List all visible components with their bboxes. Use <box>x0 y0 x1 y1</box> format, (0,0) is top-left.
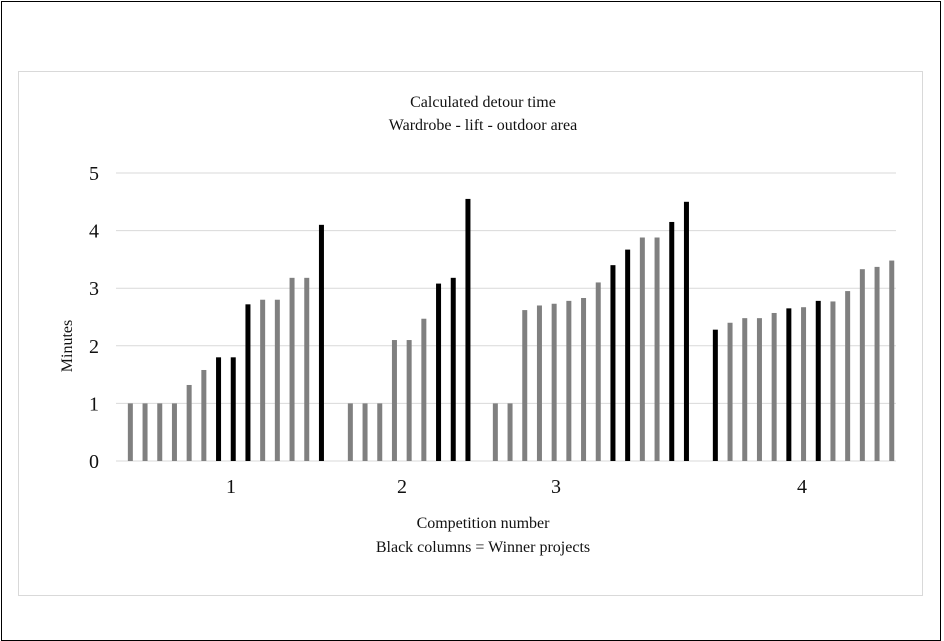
y-axis-label: Minutes <box>59 320 76 372</box>
y-tick-label: 3 <box>89 278 99 300</box>
bar-competition-1-14 <box>318 224 324 461</box>
bar-competition-3-2 <box>507 403 513 461</box>
bar-competition-1-7 <box>216 357 222 461</box>
bar-competition-2-1 <box>347 403 353 461</box>
bar-competition-1-3 <box>157 403 163 461</box>
bar-competition-4-12 <box>874 266 880 461</box>
bar-competition-1-5 <box>186 384 192 461</box>
bar-competition-2-5 <box>406 340 412 461</box>
bar-competition-4-8 <box>815 300 821 461</box>
bar-competition-4-13 <box>889 260 895 461</box>
bar-competition-2-7 <box>436 283 442 461</box>
bar-competition-3-11 <box>639 237 645 461</box>
bar-competition-2-2 <box>362 403 368 461</box>
chart-panel: Calculated detour time Wardrobe - lift -… <box>18 71 923 596</box>
bar-competition-3-3 <box>522 310 528 461</box>
bar-competition-4-2 <box>727 322 733 461</box>
bar-competition-3-12 <box>654 237 660 461</box>
bar-competition-1-9 <box>245 304 251 461</box>
bar-competition-4-6 <box>786 308 792 461</box>
bar-competition-2-6 <box>421 318 427 461</box>
y-tick-labels: 0 1 2 3 4 5 <box>89 163 99 473</box>
bar-competition-4-10 <box>845 291 851 461</box>
bar-competition-3-10 <box>625 249 631 461</box>
x-tick-label: 4 <box>797 476 807 498</box>
bar-competition-3-9 <box>610 265 616 461</box>
bar-competition-4-7 <box>801 307 807 461</box>
bar-competition-2-8 <box>450 277 456 461</box>
x-tick-label: 2 <box>397 476 407 498</box>
bar-competition-3-6 <box>566 300 572 461</box>
bar-competition-3-4 <box>536 305 542 461</box>
x-axis-label: Competition number <box>417 515 551 532</box>
y-tick-label: 1 <box>89 393 99 415</box>
y-tick-label: 0 <box>89 451 99 473</box>
chart-title: Calculated detour time <box>410 94 556 111</box>
bar-competition-3-1 <box>492 403 498 461</box>
bar-competition-1-12 <box>289 277 295 461</box>
bar-competition-3-14 <box>683 201 689 462</box>
bar-competition-4-1 <box>712 329 718 461</box>
bar-competition-2-3 <box>377 403 383 461</box>
bar-competition-3-8 <box>595 282 601 461</box>
bar-competition-1-4 <box>171 403 177 461</box>
bar-competition-2-9 <box>465 198 471 462</box>
x-tick-label: 3 <box>551 476 561 498</box>
bar-competition-1-8 <box>230 357 236 461</box>
x-tick-label: 1 <box>226 476 236 498</box>
bar-competition-4-4 <box>756 318 762 461</box>
bar-competition-3-5 <box>551 303 557 461</box>
x-axis-note: Black columns = Winner projects <box>376 539 590 556</box>
bars <box>127 198 895 462</box>
chart-subtitle: Wardrobe - lift - outdoor area <box>389 117 577 134</box>
y-tick-label: 5 <box>89 163 99 185</box>
bar-competition-1-1 <box>127 403 133 461</box>
bar-competition-4-3 <box>742 318 748 461</box>
bar-competition-2-4 <box>391 340 397 461</box>
bar-competition-3-13 <box>669 221 675 461</box>
bar-competition-3-7 <box>581 297 587 461</box>
y-tick-label: 2 <box>89 336 99 358</box>
chart-svg: Calculated detour time Wardrobe - lift -… <box>59 94 896 556</box>
bar-competition-4-11 <box>859 269 865 461</box>
bar-competition-1-2 <box>142 403 148 461</box>
x-tick-labels: 1 2 3 4 <box>226 476 807 498</box>
bar-competition-4-9 <box>830 301 836 461</box>
bar-competition-1-11 <box>274 299 280 461</box>
bar-competition-1-10 <box>260 299 266 461</box>
y-tick-label: 4 <box>89 221 99 243</box>
bar-competition-1-6 <box>201 369 207 461</box>
bar-competition-4-5 <box>771 312 777 461</box>
bar-competition-1-13 <box>304 277 310 461</box>
